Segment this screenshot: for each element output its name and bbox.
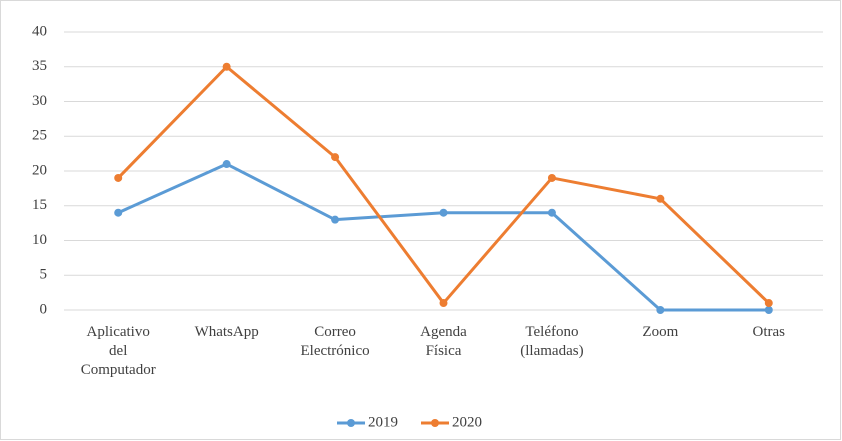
y-tick-label: 40 [32, 23, 47, 39]
point [764, 299, 773, 308]
x-tick-label-box: Agenda Física [420, 324, 467, 359]
legend-label: 2020 [452, 414, 482, 430]
y-tick-label: 20 [32, 162, 47, 178]
x-tick-label-box: WhatsApp [194, 324, 259, 340]
y-tick-label: 25 [32, 128, 47, 144]
y-tick-label: 10 [32, 232, 47, 248]
x-tick-label: Otras [752, 324, 786, 340]
legend-marker [431, 419, 439, 427]
y-tick-label: 5 [40, 267, 48, 283]
legend-label: 2019 [368, 414, 398, 430]
point [439, 208, 448, 217]
x-tick-label-box: Zoom [642, 324, 679, 340]
x-tick-label: Aplicativo del Computador [80, 324, 156, 378]
x-tick-label-box: Aplicativo del Computador [80, 324, 156, 378]
y-tick-label: 15 [32, 197, 47, 213]
y-tick-label: 0 [40, 301, 48, 317]
y-tick-label: 35 [32, 58, 47, 74]
x-tick-label: Zoom [642, 324, 679, 340]
x-tick-label: Agenda Física [420, 324, 467, 359]
point [656, 306, 665, 314]
point [222, 160, 231, 169]
x-tick-label: Correo Electrónico [300, 324, 370, 359]
point [439, 299, 448, 308]
point [114, 208, 123, 217]
legend-marker [347, 419, 355, 427]
point [114, 173, 123, 182]
point [331, 215, 340, 224]
x-tick-label-box: Otras [752, 324, 786, 340]
x-tick-label: Teléfono (llamadas) [520, 324, 584, 359]
point [656, 194, 665, 203]
point [331, 153, 340, 162]
y-tick-label: 30 [32, 93, 47, 109]
x-tick-label-box: Teléfono (llamadas) [520, 324, 584, 359]
x-tick-label: WhatsApp [194, 324, 259, 340]
point [222, 62, 231, 71]
point [547, 208, 556, 217]
point [764, 306, 773, 314]
x-tick-label-box: Correo Electrónico [300, 324, 370, 359]
point [547, 173, 556, 182]
